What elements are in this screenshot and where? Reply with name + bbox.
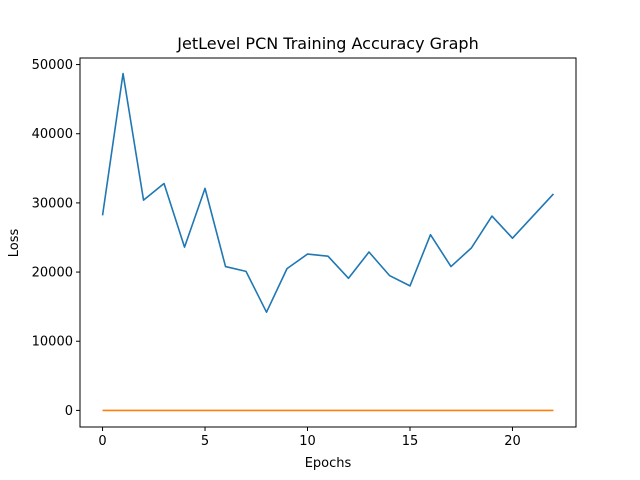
x-tick-label: 0: [98, 434, 106, 449]
y-tick-label: 20000: [32, 266, 73, 281]
y-axis: 0 10000 20000 30000 40000 50000: [32, 58, 80, 419]
plot-frame: [79, 57, 577, 428]
y-tick-label: 50000: [32, 58, 73, 73]
y-tick-label: 30000: [32, 196, 73, 211]
series-layer: [101, 72, 555, 412]
chart-title: JetLevel PCN Training Accuracy Graph: [176, 34, 478, 53]
y-tick-label: 0: [65, 404, 73, 419]
x-axis: 0 5 10 15 20: [98, 427, 521, 449]
x-tick-label: 20: [504, 434, 521, 449]
x-tick-label: 5: [201, 434, 209, 449]
y-tick-label: 10000: [32, 335, 73, 350]
x-tick-label: 15: [402, 434, 419, 449]
x-tick-label: 10: [299, 434, 316, 449]
x-axis-label: Epochs: [305, 456, 352, 471]
series-line-1: [101, 72, 555, 313]
y-tick-label: 40000: [32, 127, 73, 142]
y-axis-label: Loss: [7, 229, 22, 258]
